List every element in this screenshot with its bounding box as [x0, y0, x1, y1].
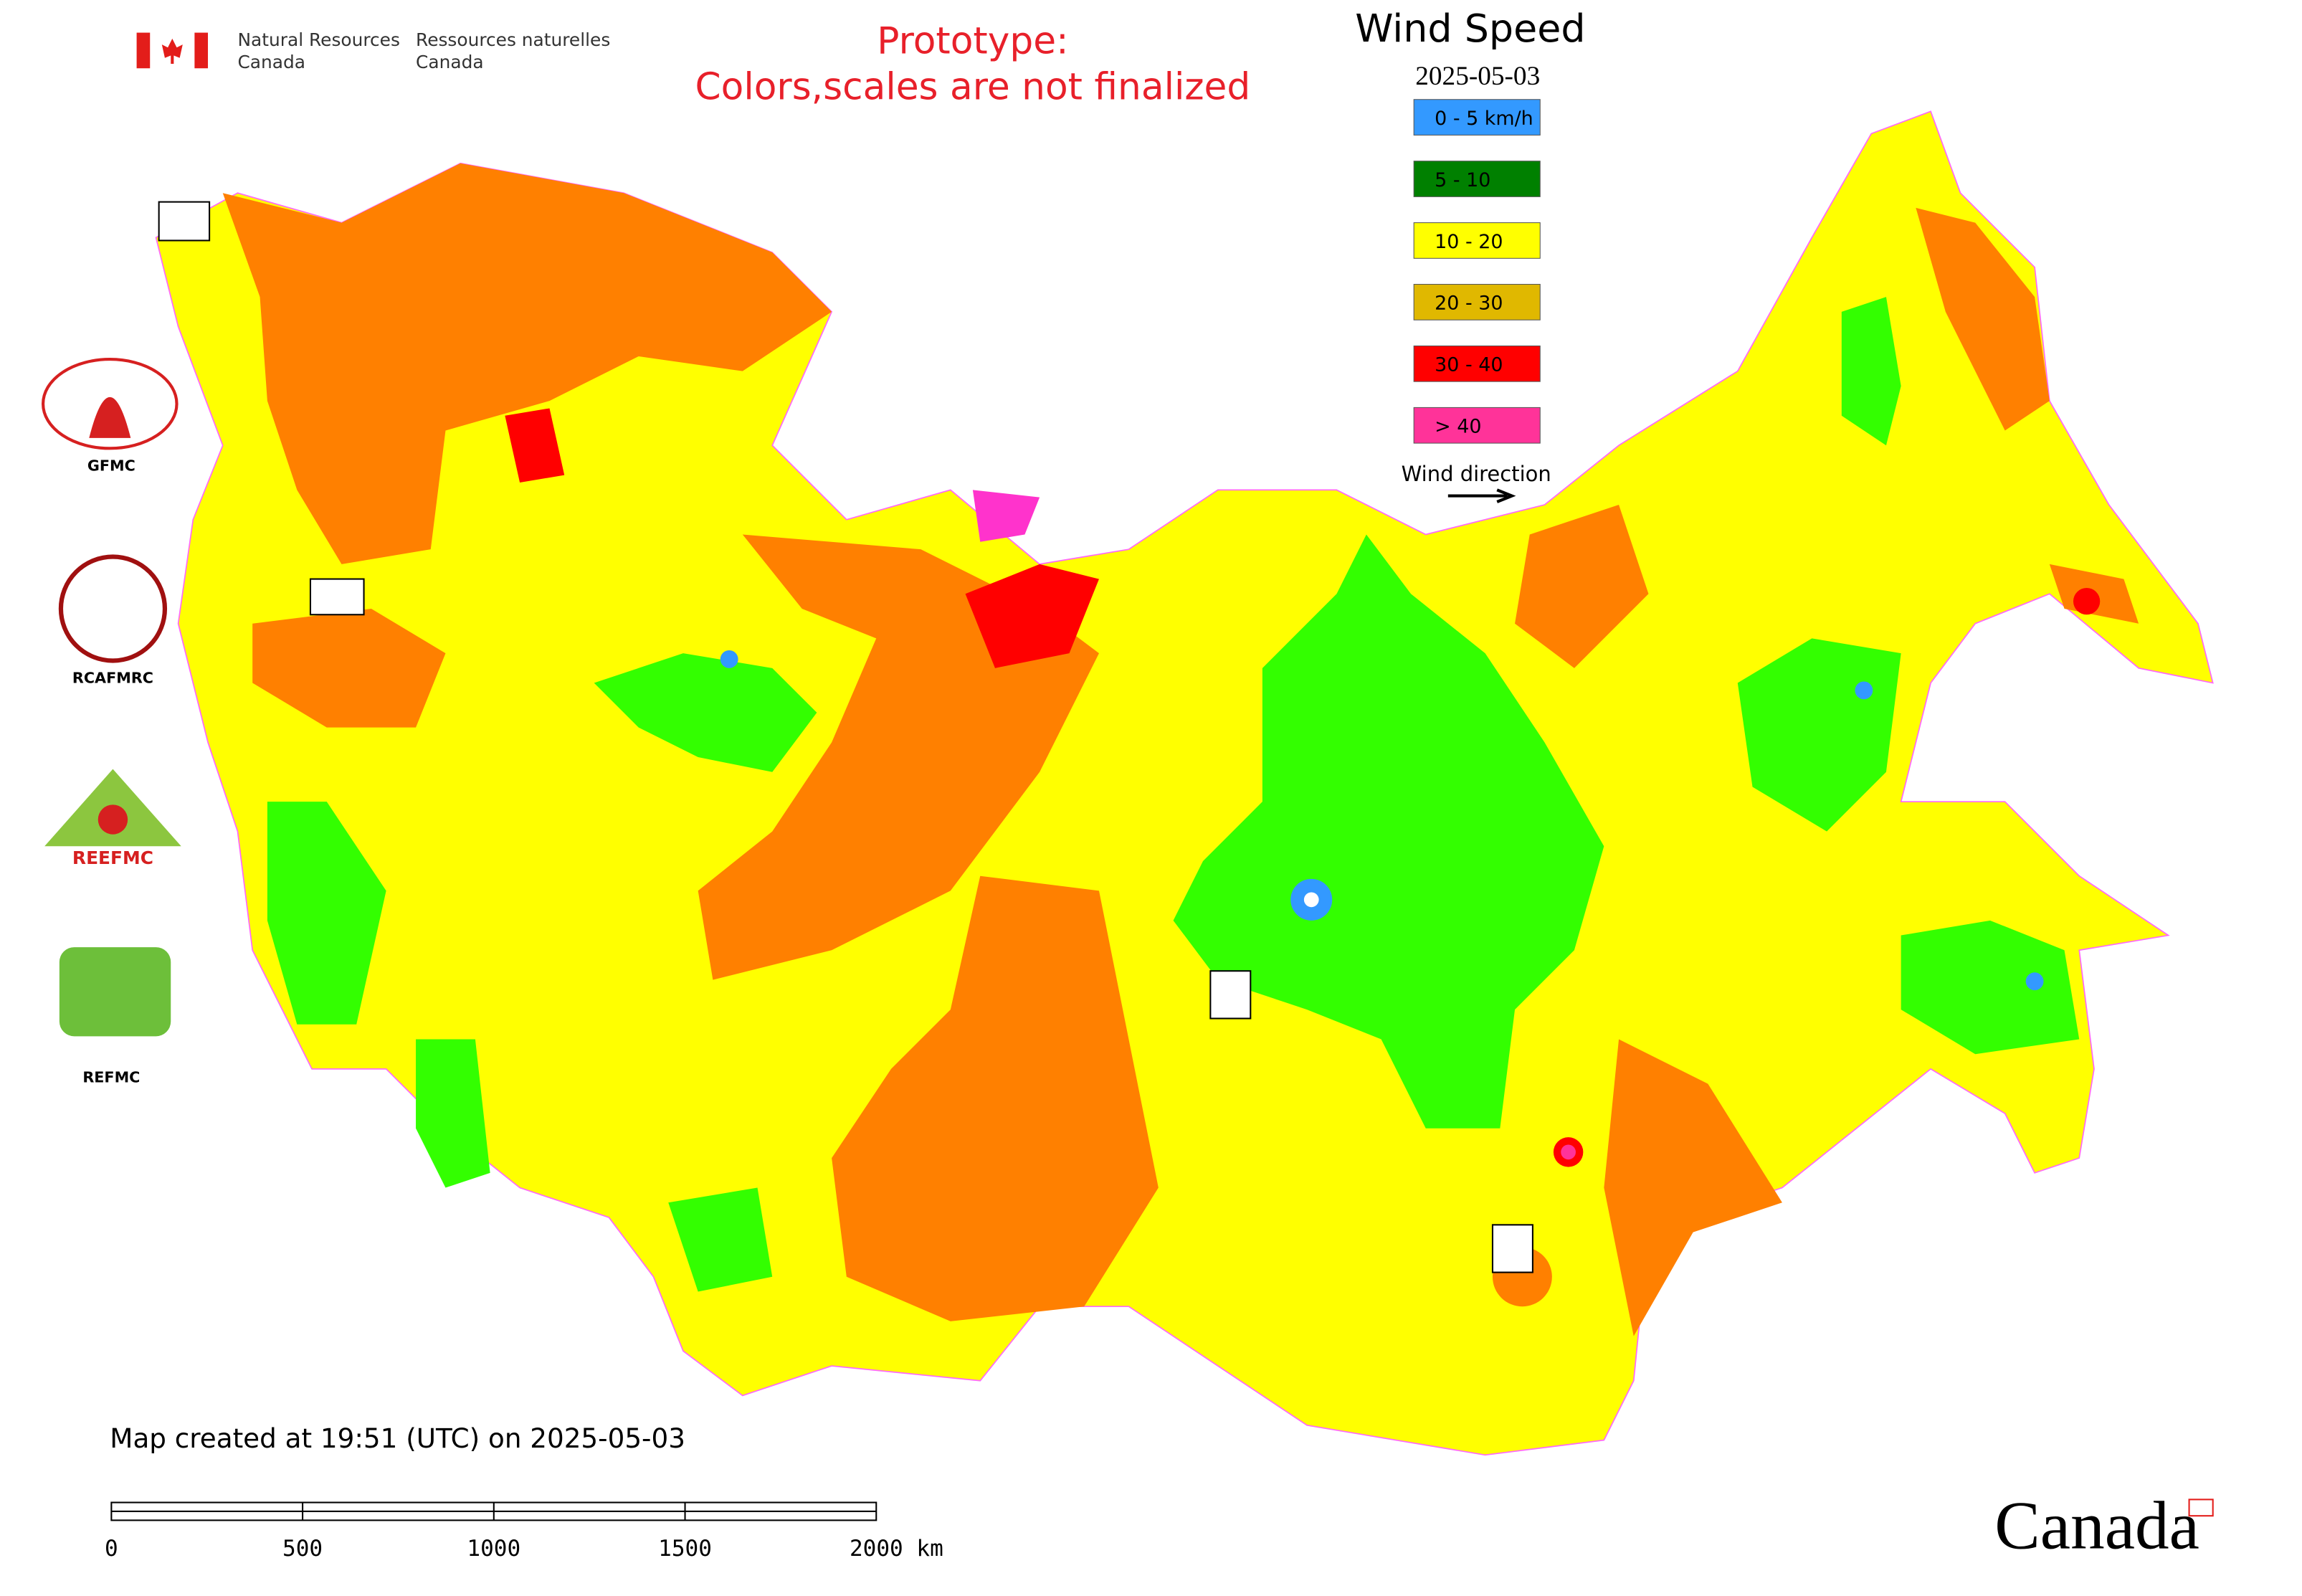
canada-wordmark: Canada	[1994, 1488, 2199, 1564]
region	[965, 564, 1099, 668]
nrcan-signature: Natural Resources Canada Ressources natu…	[136, 29, 610, 72]
region	[668, 1187, 773, 1292]
scale-label: 1500	[658, 1536, 712, 1562]
legend-swatch	[1413, 345, 1541, 382]
region	[267, 802, 386, 1025]
spot	[1561, 1144, 1576, 1160]
legend-swatch	[1413, 222, 1541, 259]
region	[222, 163, 832, 564]
maple-leaf	[161, 38, 183, 65]
org-fr: Ressources naturelles	[416, 29, 610, 50]
map-area	[155, 110, 2214, 1456]
legend-swatch	[1413, 284, 1541, 320]
region	[1604, 1039, 1782, 1336]
scale-label: 500	[282, 1536, 323, 1562]
logo-gfmc	[89, 396, 131, 438]
legend-swatch	[1413, 161, 1541, 197]
logo-gfmc	[42, 358, 179, 450]
created-note: Map created at 19:51 (UTC) on 2025-05-03	[110, 1422, 685, 1454]
region	[505, 408, 565, 483]
map-logo	[309, 578, 365, 616]
legend-date: 2025-05-03	[1415, 62, 1540, 91]
logo-label: GFMC	[87, 457, 135, 474]
logo-refmc	[59, 947, 171, 1037]
spot	[2025, 972, 2044, 991]
spot	[1855, 681, 1873, 700]
org-en: Natural Resources	[237, 29, 399, 50]
spot	[720, 650, 738, 668]
region	[1515, 505, 1649, 668]
legend-label: 10 - 20	[1435, 231, 1503, 253]
spot	[2073, 587, 2101, 615]
logos: GFMC RCAFMRC REEFMC REFMC	[42, 201, 1533, 1273]
logo-rcafmrc	[58, 554, 168, 663]
region	[1901, 920, 2080, 1055]
region	[1916, 207, 2050, 431]
logo-label: REFMC	[82, 1069, 140, 1086]
flag-bar	[194, 32, 209, 69]
logo-label: RCAFMRC	[72, 670, 153, 687]
wordmark-flag	[2188, 1498, 2214, 1517]
flag-bar	[136, 32, 151, 69]
scale-bar: 0 500 1000 1500 2000 km	[105, 1501, 943, 1562]
scale-label: 2000 km	[850, 1536, 943, 1562]
notice: Prototype:	[877, 20, 1068, 63]
legend-title: Wind Speed	[1355, 6, 1585, 51]
legend-swatch	[1413, 99, 1541, 136]
island	[972, 490, 1040, 542]
region	[416, 1039, 490, 1188]
region	[832, 875, 1159, 1321]
logo-label: REEFMC	[72, 847, 153, 868]
legend-label: 5 - 10	[1435, 169, 1490, 191]
org-en: Canada	[237, 52, 305, 72]
region	[1173, 534, 1604, 1129]
region	[252, 608, 446, 728]
direction-arrow	[1447, 488, 1516, 503]
region	[594, 653, 817, 772]
scale-label: 1000	[467, 1536, 520, 1562]
legend-direction: Wind direction	[1402, 462, 1551, 486]
notice: Colors,scales are not finalized	[695, 66, 1251, 109]
legend-label: 30 - 40	[1435, 354, 1503, 376]
legend-label: 0 - 5 km/h	[1435, 108, 1533, 130]
region	[1841, 297, 1901, 446]
legend-swatch	[1413, 407, 1541, 444]
map-logo	[1491, 1224, 1533, 1273]
map-logo	[1209, 970, 1252, 1020]
legend: Wind Speed 2025-05-03 Wind direction 0 -…	[1355, 6, 1586, 503]
legend-label: 20 - 30	[1435, 293, 1503, 315]
legend-label: > 40	[1435, 416, 1481, 438]
scale-label: 0	[105, 1536, 118, 1562]
map-logo	[158, 201, 211, 242]
org-fr: Canada	[416, 52, 484, 72]
spot	[1303, 892, 1319, 908]
logo-reefmc	[97, 804, 128, 835]
